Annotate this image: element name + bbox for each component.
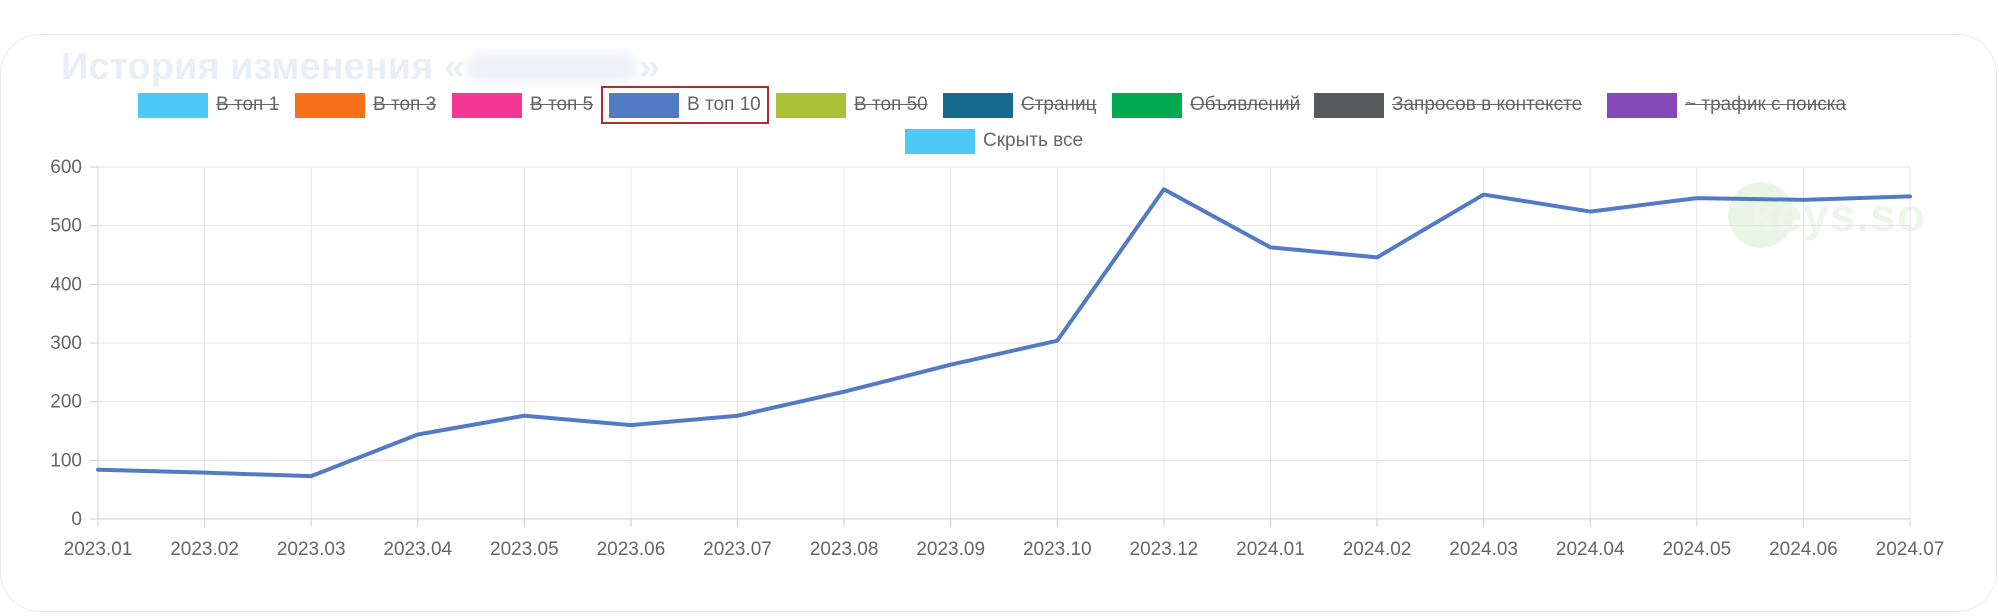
- legend-swatch: [609, 92, 679, 118]
- x-tick-label: 2024.05: [1662, 539, 1731, 560]
- legend-label: В топ 1: [216, 94, 280, 115]
- series-line-0: [96, 187, 1912, 479]
- x-tick-label: 2024.06: [1769, 539, 1838, 560]
- x-tick-label: 2023.05: [490, 539, 559, 560]
- legend-label: Объявлений: [1190, 94, 1301, 115]
- y-tick-label: 100: [50, 450, 82, 471]
- x-tick-label: 2023.01: [64, 539, 133, 560]
- history-card: История изменения « »: [0, 34, 1997, 612]
- legend-swatch: [943, 92, 1013, 118]
- legend-item-9[interactable]: Скрыть все: [905, 126, 1083, 156]
- x-tick-label: 2023.12: [1130, 539, 1199, 560]
- x-tick-label: 2023.07: [703, 539, 772, 560]
- legend-swatch: [1314, 92, 1384, 118]
- legend-label: В топ 10: [687, 94, 761, 115]
- legend-label: ~ трафик с поиска: [1685, 94, 1847, 115]
- legend-label: В топ 50: [854, 94, 928, 115]
- card-title-prefix: История изменения «: [61, 46, 465, 88]
- legend-item-0[interactable]: В топ 1: [138, 90, 279, 120]
- legend-label: В топ 3: [373, 94, 437, 115]
- x-tick-label: 2023.02: [170, 539, 239, 560]
- legend-item-7[interactable]: Запросов в контексте: [1314, 90, 1582, 120]
- x-tick-label: 2024.03: [1449, 539, 1518, 560]
- legend-item-4[interactable]: В топ 50: [776, 90, 928, 120]
- y-tick-label: 500: [50, 216, 82, 237]
- legend-swatch: [138, 92, 208, 118]
- x-tick-label: 2024.02: [1343, 539, 1412, 560]
- legend-item-6[interactable]: Объявлений: [1112, 90, 1300, 120]
- legend-swatch: [776, 92, 846, 118]
- x-tick-label: 2024.07: [1876, 539, 1945, 560]
- legend-item-8[interactable]: ~ трафик с поиска: [1607, 90, 1846, 120]
- legend-swatch: [295, 92, 365, 118]
- x-tick-label: 2023.04: [383, 539, 452, 560]
- x-tick-label: 2023.03: [277, 539, 346, 560]
- legend-item-3[interactable]: В топ 10: [601, 86, 769, 124]
- legend-item-1[interactable]: В топ 3: [295, 90, 436, 120]
- legend-label: В топ 5: [530, 94, 594, 115]
- x-tick-label: 2023.10: [1023, 539, 1092, 560]
- legend-swatch: [1607, 92, 1677, 118]
- x-tick-label: 2023.08: [810, 539, 879, 560]
- legend-label: Скрыть все: [983, 130, 1084, 151]
- y-tick-label: 600: [50, 157, 82, 178]
- x-tick-label: 2024.01: [1236, 539, 1305, 560]
- y-tick-label: 300: [50, 333, 82, 354]
- card-title: История изменения « »: [57, 43, 673, 91]
- legend-item-2[interactable]: В топ 5: [452, 90, 593, 120]
- legend-item-5[interactable]: Страниц: [943, 90, 1097, 120]
- y-tick-label: 0: [71, 509, 82, 530]
- blurred-site-name: [466, 52, 637, 82]
- x-tick-label: 2023.09: [916, 539, 985, 560]
- y-tick-label: 400: [50, 274, 82, 295]
- y-tick-label: 200: [50, 392, 82, 413]
- legend-label: Страниц: [1021, 94, 1097, 115]
- x-tick-label: 2023.06: [597, 539, 666, 560]
- legend-swatch: [452, 92, 522, 118]
- card-title-suffix: »: [638, 46, 661, 88]
- legend-swatch: [1112, 92, 1182, 118]
- legend-label: Запросов в контексте: [1392, 94, 1583, 115]
- legend-swatch: [905, 128, 975, 154]
- x-tick-label: 2024.04: [1556, 539, 1625, 560]
